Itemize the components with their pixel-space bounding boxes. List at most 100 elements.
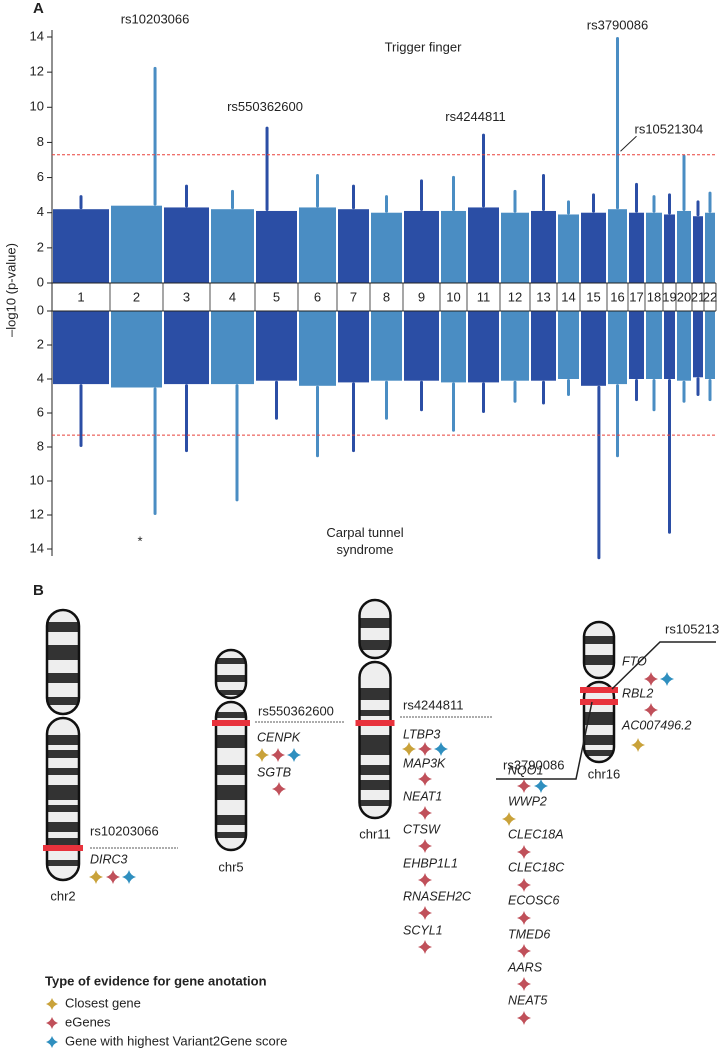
ideogram-band (216, 785, 246, 800)
ideogram-band (359, 688, 391, 700)
locus-marker (43, 845, 83, 851)
snp-cloud (558, 311, 579, 379)
snp-cloud (629, 212, 644, 283)
snp-peak (652, 195, 656, 213)
evidence-star (271, 748, 285, 762)
y-tick-label: 6 (37, 404, 44, 419)
snp-peak (275, 380, 278, 420)
snp-cloud (164, 311, 209, 385)
bottom-title: Carpal tunnel syndrome (326, 525, 404, 557)
evidence-star (418, 906, 432, 920)
locus-marker (580, 699, 618, 705)
ideogram-band (47, 673, 79, 683)
gene-name: EHBP1L1 (403, 856, 458, 870)
y-axis-label: –log10 (p-value) (3, 243, 18, 337)
snp-peak (352, 382, 355, 453)
snp-peak (635, 182, 638, 213)
snp-cloud (211, 209, 254, 283)
y-tick-label: 14 (30, 28, 44, 43)
snp-peak (708, 379, 712, 402)
snp-cloud (256, 311, 297, 381)
ideogram-band (47, 838, 79, 845)
evidence-star (534, 779, 548, 793)
y-tick-label: 4 (37, 204, 44, 219)
x-tick-label: 18 (647, 289, 661, 304)
chromosome-label: chr11 (359, 826, 391, 841)
snp-cloud (693, 311, 703, 378)
gene-name: CENPK (257, 730, 301, 744)
gene-name: NEAT1 (403, 789, 442, 803)
x-tick-label: 1 (77, 289, 84, 304)
x-tick-label: 12 (508, 289, 522, 304)
y-tick-label: 2 (37, 239, 44, 254)
snp-peak (513, 189, 517, 213)
x-tick-label: 22 (703, 289, 717, 304)
ideogram-band (47, 768, 79, 775)
y-tick-label: 8 (37, 438, 44, 453)
ideogram-outline (358, 660, 392, 820)
snp-cloud (501, 212, 529, 283)
gene-name: NEAT5 (508, 993, 547, 1007)
snp-cloud (705, 311, 715, 379)
ideogram-band (584, 712, 614, 725)
snp-peak (696, 377, 700, 396)
ideogram-band (359, 710, 391, 716)
ideogram-band (47, 750, 79, 758)
x-tick-label: 2 (133, 289, 140, 304)
snp-cloud (299, 207, 336, 283)
chromosome-label: chr5 (218, 859, 243, 874)
snp-peak (616, 37, 619, 210)
snp-peak (420, 179, 423, 211)
snp-peak (153, 66, 157, 206)
y-tick-label: 8 (37, 134, 44, 149)
snp-cloud (677, 210, 691, 283)
gene-name: FTO (622, 654, 647, 668)
locus-marker (580, 687, 618, 693)
ideogram-band (47, 822, 79, 832)
evidence-star (434, 742, 448, 756)
ideogram-band (584, 636, 614, 644)
snp-peak (452, 175, 455, 211)
snp-peak (597, 385, 601, 560)
evidence-star (418, 772, 432, 786)
snp-cloud (693, 216, 703, 283)
evidence-star (517, 911, 531, 925)
snp-annotation: rs10521304 (635, 122, 704, 137)
ideogram-band (47, 645, 79, 660)
top-title: Trigger finger (385, 39, 462, 54)
snp-cloud (299, 311, 336, 386)
gene-name: CLEC18C (508, 860, 565, 874)
evidence-star (89, 870, 103, 884)
panel-label: A (33, 0, 44, 17)
ideogram-band (47, 622, 79, 632)
snp-cloud (705, 212, 715, 283)
y-tick-label: 2 (37, 336, 44, 351)
ideogram-arm (584, 622, 614, 678)
y-tick-label: 0 (37, 274, 44, 289)
x-tick-label: 7 (350, 289, 357, 304)
chromosome-ideogram (212, 648, 250, 852)
evidence-star (255, 748, 269, 762)
x-tick-label: 20 (677, 289, 691, 304)
evidence-star (517, 845, 531, 859)
snp-peak (513, 380, 517, 403)
legend-label: eGenes (65, 1014, 111, 1029)
ideogram-band (216, 675, 246, 682)
snp-cloud (404, 311, 439, 381)
snp-peak (682, 154, 686, 211)
gene-name: DIRC3 (90, 852, 128, 866)
legend-label: Gene with highest Variant2Gene score (65, 1033, 287, 1048)
y-tick-label: 6 (37, 169, 44, 184)
snp-cloud (468, 311, 499, 383)
x-tick-label: 14 (561, 289, 575, 304)
evidence-star (517, 779, 531, 793)
ideogram-band (47, 860, 79, 866)
evidence-star (272, 782, 286, 796)
ideogram-band (47, 785, 79, 800)
ideogram-outline (358, 598, 392, 660)
chromosome-ideogram (43, 608, 83, 882)
ideogram-band (216, 765, 246, 775)
snp-cloud (581, 311, 606, 386)
ideogram-band (359, 640, 391, 650)
snp-label: rs10521304 (665, 621, 719, 636)
